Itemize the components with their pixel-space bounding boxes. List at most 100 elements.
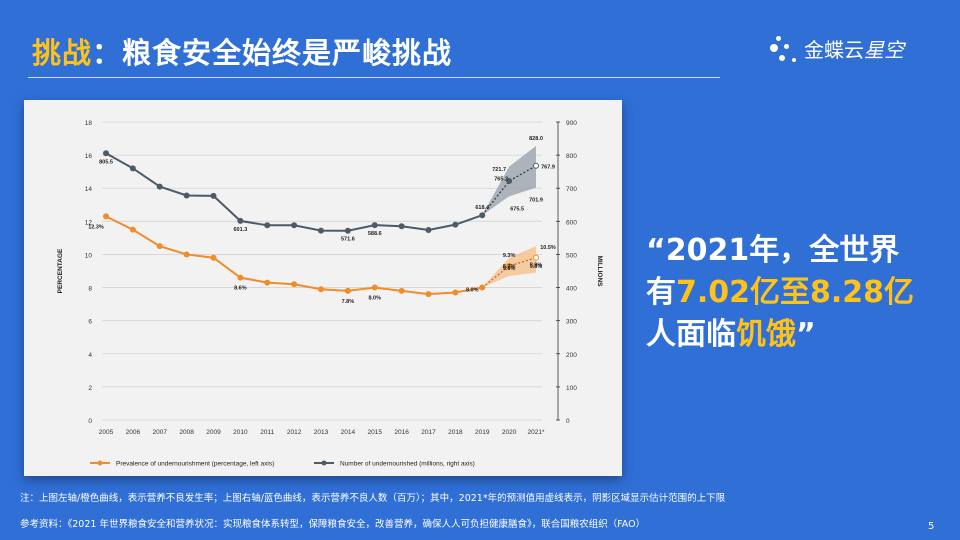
left-tick-label: 12 (85, 219, 93, 226)
logo-brand: 金蝶云 (804, 38, 864, 62)
left-tick-label: 14 (85, 186, 93, 193)
undernourished-point (291, 222, 298, 229)
quote-highlight-range: 7.02亿至8.28亿 (676, 275, 915, 310)
data-label: 765.2 (494, 177, 508, 183)
left-tick-label: 10 (85, 252, 93, 259)
page-number: 5 (928, 521, 935, 532)
legend-undernourished-label: Number of undernourished (millions, righ… (340, 461, 475, 468)
undernourished-point (533, 162, 539, 169)
prevalence-point (371, 284, 378, 291)
prevalence-point (291, 281, 298, 288)
data-label: 8.6% (234, 286, 247, 292)
prevalence-point (398, 287, 405, 294)
right-tick-label: 100 (566, 385, 577, 392)
x-tick-label: 2017 (421, 429, 436, 436)
quote-line-1: “2021年，全世界 (646, 233, 900, 268)
logo-dot-icon (784, 44, 789, 49)
data-label: 8.7% (503, 264, 516, 270)
undernourished-point (506, 178, 513, 185)
quote-close-mark: ” (796, 317, 816, 352)
x-tick-label: 2006 (126, 429, 141, 436)
right-tick-label: 400 (566, 286, 577, 293)
data-label: 8.0% (368, 296, 381, 302)
data-label: 805.5 (99, 159, 113, 165)
x-tick-label: 2018 (448, 429, 463, 436)
undernourished-point (103, 150, 109, 157)
title-main: ：粮食安全始终是严峻挑战 (92, 36, 453, 70)
prevalence-point (210, 254, 217, 261)
logo-dot-icon (792, 58, 796, 62)
data-label: 675.5 (510, 206, 524, 212)
prevalence-point (344, 287, 351, 294)
data-label: 767.9 (541, 165, 555, 171)
title-prefix: 挑战 (32, 36, 93, 70)
prevalence-point (506, 263, 513, 270)
prevalence-point (156, 243, 163, 250)
right-tick-label: 900 (566, 120, 577, 127)
left-axis-label: PERCENTAGE (57, 248, 64, 293)
x-tick-label: 2015 (368, 429, 383, 436)
undernourished-point (479, 212, 486, 219)
undernourished-point (371, 222, 378, 229)
quote-line-2: 有7.02亿至8.28亿 (646, 272, 946, 314)
undernourished-projection-line (481, 165, 537, 216)
footnote: 注：上图左轴/橙色曲线，表示营养不良发生率；上图右轴/蓝色曲线，表示营养不良人数… (20, 493, 726, 504)
prevalence-point (533, 254, 539, 261)
data-label: 10.5% (540, 245, 556, 251)
quote-line-3-prefix: 人面临 (646, 317, 736, 352)
undernourished-point (318, 227, 324, 234)
x-tick-label: 2020 (502, 429, 517, 436)
quote-line-2-prefix: 有 (646, 275, 676, 310)
legend-marker (321, 460, 327, 466)
x-tick-label: 2011 (260, 429, 274, 436)
prevalence-point (103, 213, 109, 220)
undernourished-point (344, 227, 351, 234)
data-label: 9.8% (503, 266, 516, 272)
left-tick-label: 2 (88, 385, 92, 392)
x-tick-label: 2007 (153, 429, 168, 436)
undernourished-point (183, 192, 190, 199)
data-label: 8.0% (466, 288, 479, 294)
left-tick-label: 6 (88, 319, 92, 326)
data-label: 7.8% (342, 299, 355, 305)
logo-dot-icon (776, 36, 781, 41)
x-tick-label: 2016 (394, 429, 409, 436)
x-tick-label: 2014 (341, 429, 356, 436)
x-tick-label: 2021* (528, 429, 545, 436)
undernourished-point (452, 221, 459, 228)
right-tick-label: 300 (566, 319, 577, 326)
data-label: 9.8% (530, 264, 543, 270)
right-tick-label: 600 (566, 219, 577, 226)
undernourished-point (129, 165, 136, 172)
quote-highlight-hunger: 饥饿 (736, 317, 796, 352)
key-quote: “2021年，全世界 有7.02亿至8.28亿 人面临饥饿” (646, 230, 946, 356)
logo-text: 金蝶云星空 (804, 34, 904, 63)
right-tick-label: 0 (566, 418, 570, 425)
quote-line-3: 人面临饥饿” (646, 314, 946, 356)
x-tick-label: 2008 (179, 429, 194, 436)
left-tick-label: 18 (85, 120, 93, 127)
left-tick-label: 4 (88, 352, 92, 359)
data-label: 828.0 (529, 136, 543, 142)
data-label: 12.3% (88, 224, 104, 230)
undernourished-line (105, 152, 483, 232)
left-tick-label: 8 (88, 286, 92, 293)
prevalence-point (318, 286, 324, 293)
undernourished-point (156, 183, 163, 190)
logo-product: 星空 (864, 38, 904, 62)
legend-prevalence-label: Prevalence of undernourishment (percenta… (116, 461, 274, 468)
undernourished-point (425, 226, 432, 233)
left-tick-label: 0 (88, 418, 92, 425)
prevalence-point (479, 284, 486, 291)
legend-marker (97, 460, 103, 466)
right-tick-label: 200 (566, 352, 577, 359)
x-tick-label: 2013 (314, 429, 329, 436)
source-citation: 参考资料：《2021 年世界粮食安全和营养状况：实现粮食体系转型，保障粮食安全，… (20, 519, 646, 530)
undernourished-point (210, 192, 217, 199)
prevalence-point (129, 226, 136, 233)
right-tick-label: 700 (566, 186, 577, 193)
x-tick-label: 2009 (206, 429, 221, 436)
data-label: 571.6 (341, 237, 355, 243)
right-tick-label: 500 (566, 252, 577, 259)
undernourishment-chart: 0 2 4 6 8 10 12 14 16 18 0 100 200 300 400 500 600 700 800… (57, 120, 603, 468)
